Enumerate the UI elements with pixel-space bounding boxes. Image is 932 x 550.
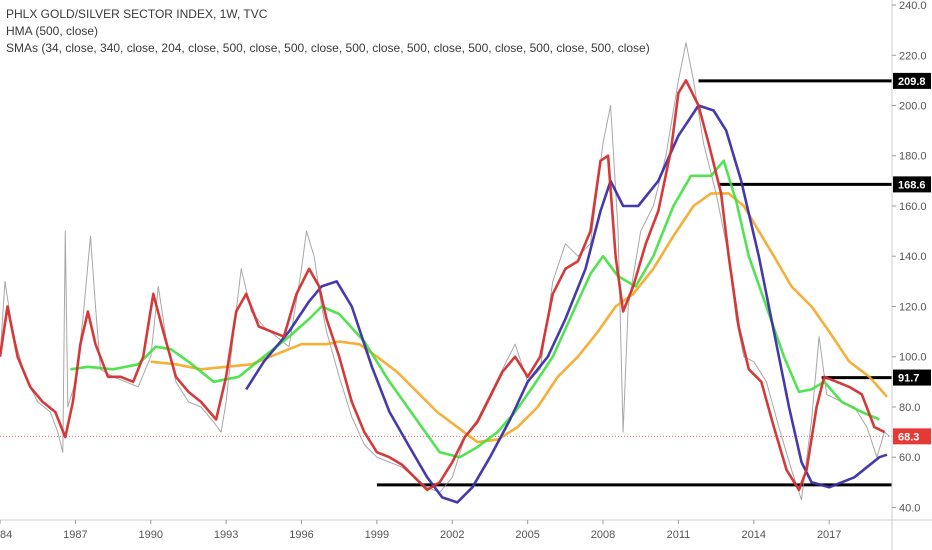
- series-lines: [0, 42, 890, 504]
- series-price-line: [0, 42, 890, 501]
- price-tick-label: 40.0: [899, 502, 920, 514]
- hma-indicator-label[interactable]: HMA (500, close): [6, 24, 99, 38]
- series-hma-line: [0, 79, 886, 492]
- series-sma_340-line: [245, 104, 888, 504]
- time-axis[interactable]: 1984 1987 1990 1993 1996 1999 2002 2005 2008 2011…: [0, 519, 932, 541]
- current-price-label: 68.3: [898, 431, 919, 443]
- level-label-text: 91.7: [898, 373, 919, 385]
- price-axis[interactable]: 40.0 60.0 80.0 100.0 120.0 140.0 160.0 180.0 200…: [891, 0, 927, 550]
- price-tick-label: 160.0: [899, 201, 927, 213]
- price-tick-label: 180.0: [899, 151, 927, 163]
- price-tick-label: 100.0: [899, 352, 927, 364]
- price-tick-label: 200.0: [899, 101, 927, 113]
- time-tick-label: 2005: [515, 529, 539, 541]
- time-tick-label: 1999: [365, 529, 389, 541]
- level-label-box: [893, 176, 931, 193]
- price-tick-label: 80.0: [899, 402, 920, 414]
- chart-legend: PHLX GOLD/SILVER SECTOR INDEX, 1W, TVC H…: [6, 6, 650, 57]
- support-resistance-levels: [376, 79, 892, 487]
- price-tick-label: 240.0: [899, 0, 927, 12]
- time-tick-label: 1993: [214, 529, 238, 541]
- level-label-text: 209.8: [898, 76, 926, 88]
- level-label-text: 168.6: [898, 179, 926, 191]
- price-tick-label: 140.0: [899, 251, 927, 263]
- level-label-box: [893, 369, 931, 386]
- time-tick-label: 2017: [817, 529, 841, 541]
- series-sma_34-line: [70, 159, 880, 459]
- current-price-box: [893, 428, 931, 445]
- series-sma_500-line: [150, 192, 888, 444]
- time-tick-label: 2011: [667, 529, 691, 541]
- time-tick-label: 1990: [139, 529, 163, 541]
- symbol-title[interactable]: PHLX GOLD/SILVER SECTOR INDEX, 1W, TVC: [6, 7, 268, 21]
- time-tick-label: 2014: [742, 529, 766, 541]
- time-tick-label: 1987: [63, 529, 87, 541]
- price-labels: 209.8 168.6 91.7 68.3: [893, 72, 931, 445]
- time-tick-label: 2002: [440, 529, 464, 541]
- time-tick-label: 1996: [289, 529, 313, 541]
- time-tick-label: 2008: [591, 529, 615, 541]
- level-label-box: [893, 72, 931, 89]
- time-tick-label: 1984: [0, 529, 12, 541]
- price-tick-label: 120.0: [899, 301, 927, 313]
- price-tick-label: 60.0: [899, 452, 920, 464]
- smas-indicator-label[interactable]: SMAs (34, close, 340, close, 204, close,…: [6, 41, 650, 55]
- price-tick-label: 220.0: [899, 50, 927, 62]
